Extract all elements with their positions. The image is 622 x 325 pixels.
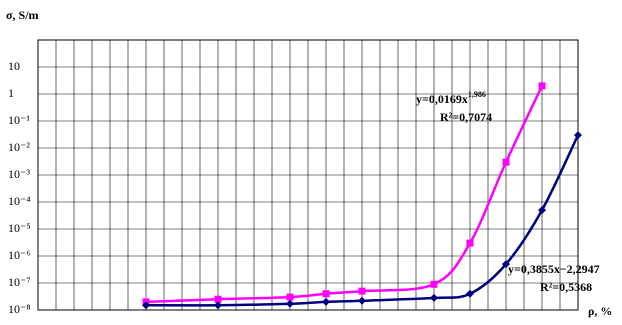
marker bbox=[538, 82, 546, 90]
annotation: R²=0,7074 bbox=[440, 110, 492, 124]
marker bbox=[502, 260, 510, 269]
series-line bbox=[145, 134, 580, 307]
y-tick-label: 10⁻⁶ bbox=[8, 248, 31, 262]
marker bbox=[466, 289, 474, 298]
y-tick-label: 10⁻⁴ bbox=[8, 194, 31, 208]
x-axis-label: ρ, % bbox=[588, 304, 612, 318]
y-tick-label: 10⁻² bbox=[8, 140, 30, 154]
annotation-text: y=0,0169x bbox=[416, 92, 468, 106]
y-tick-label: 10⁻⁷ bbox=[8, 275, 31, 289]
marker bbox=[358, 296, 366, 305]
marker bbox=[430, 293, 438, 302]
marker bbox=[142, 301, 150, 310]
marker bbox=[538, 206, 546, 215]
y-tick-label: 10⁻⁸ bbox=[8, 302, 31, 316]
y-axis-label: σ, S/m bbox=[6, 8, 39, 22]
y-tick-label: 10 bbox=[8, 59, 20, 73]
marker bbox=[322, 290, 330, 298]
marker bbox=[574, 131, 582, 140]
y-tick-label: 1 bbox=[8, 86, 14, 100]
marker bbox=[322, 297, 330, 306]
marker bbox=[286, 299, 294, 308]
marker bbox=[430, 280, 438, 288]
marker bbox=[286, 293, 294, 301]
marker bbox=[214, 301, 222, 310]
annotation: y=0,0169x1,986 bbox=[416, 90, 486, 106]
y-tick-label: 10⁻³ bbox=[8, 167, 30, 181]
annotation: y=0,3855x−2,2947 bbox=[508, 262, 600, 276]
annotation: R²=0,5368 bbox=[540, 280, 592, 294]
y-tick-label: 10⁻¹ bbox=[8, 113, 30, 127]
annotation-sup: 1,986 bbox=[468, 90, 486, 99]
marker bbox=[214, 295, 222, 303]
plot: 10 1 10⁻¹ 10⁻² 10⁻³ 10⁻⁴ 10⁻⁵ 10⁻⁶ 10⁻⁷ 10⁻⁸ bbox=[8, 39, 582, 316]
marker bbox=[358, 287, 366, 295]
y-tick-label: 10⁻⁵ bbox=[8, 221, 31, 235]
marker bbox=[502, 158, 510, 166]
marker bbox=[466, 239, 474, 247]
